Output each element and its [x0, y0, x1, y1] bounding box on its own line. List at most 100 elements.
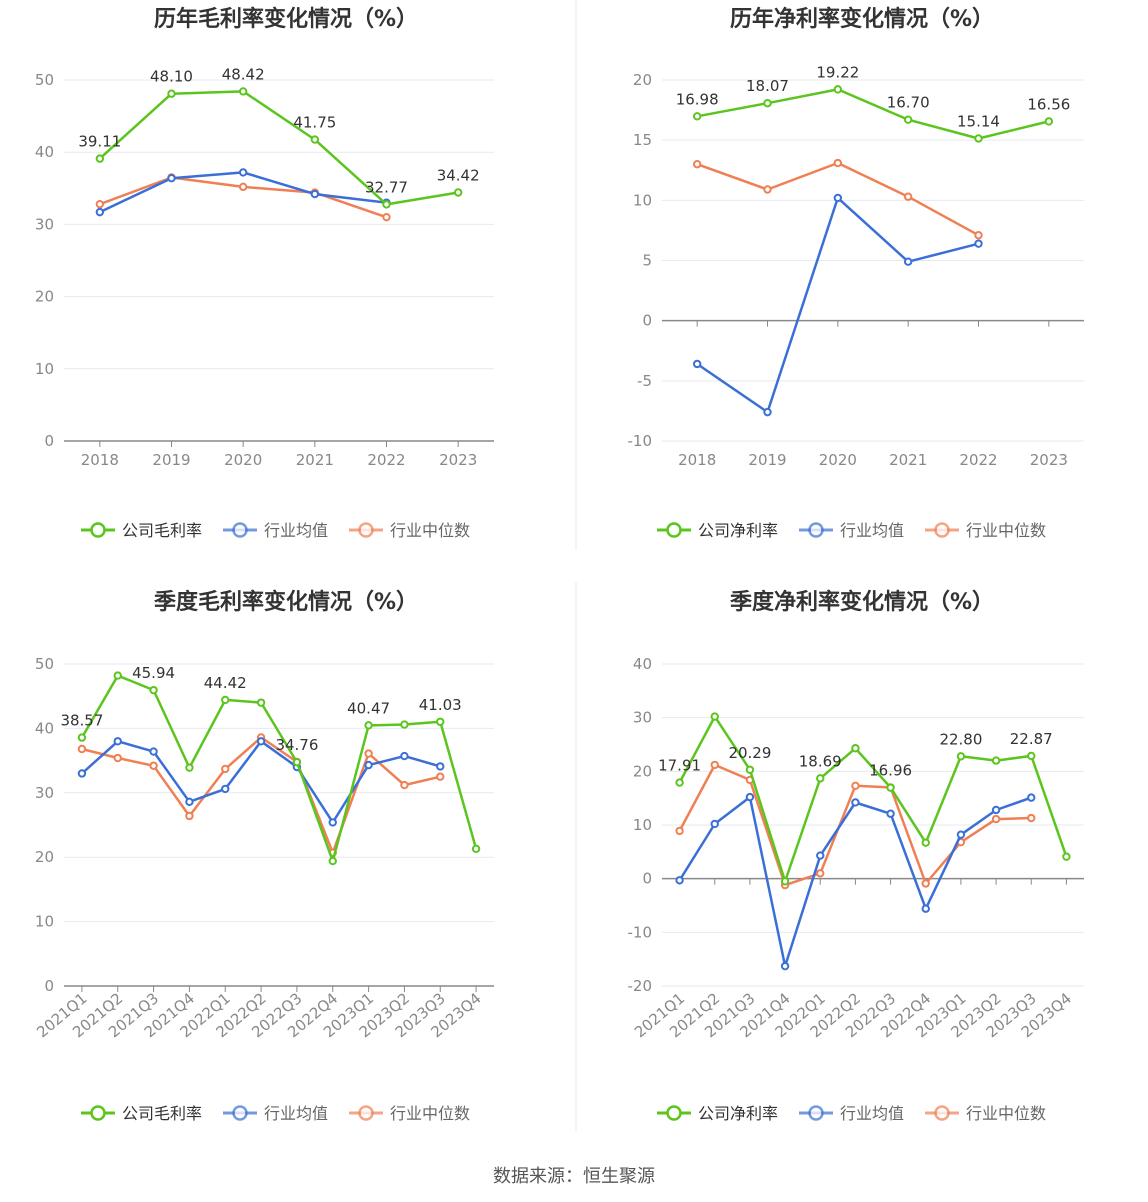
data-point [113, 753, 122, 763]
data-point [710, 760, 719, 770]
data-point [436, 717, 445, 726]
data-point [763, 99, 772, 108]
data-point [328, 818, 337, 827]
data-point [310, 189, 320, 199]
data-point [780, 877, 790, 886]
data-point [364, 760, 373, 770]
legend-label: 行业均值 [840, 521, 904, 540]
y-tick-label: 15 [633, 131, 652, 149]
data-label: 17.91 [658, 757, 701, 775]
data-point [886, 809, 895, 818]
data-point [833, 85, 843, 94]
legend-item: 行业均值 [799, 521, 904, 540]
legend-marker [808, 1105, 824, 1121]
data-point [1044, 117, 1054, 126]
series-line [696, 196, 979, 414]
legend-item: 行业中位数 [925, 1104, 1046, 1123]
y-tick-label: -20 [628, 977, 653, 995]
data-point [974, 239, 983, 248]
data-point [833, 158, 843, 168]
data-point [185, 797, 194, 807]
data-point [167, 89, 176, 98]
series-line [696, 88, 1050, 140]
data-point [238, 87, 248, 96]
data-label: 22.87 [1010, 730, 1053, 748]
legend-marker [934, 522, 950, 538]
data-point [95, 207, 105, 217]
data-point [328, 856, 337, 866]
legend-label: 公司毛利率 [122, 521, 202, 540]
legend-marker [358, 1105, 374, 1121]
data-point [238, 168, 248, 177]
data-point [364, 721, 373, 730]
y-tick-label: 10 [633, 191, 652, 209]
x-tick-label: 2021 [889, 451, 927, 469]
y-tick-label: 20 [633, 762, 652, 780]
data-point [1027, 813, 1036, 823]
data-label: 34.42 [437, 166, 480, 184]
data-point [113, 737, 122, 746]
legend-marker [666, 522, 682, 538]
x-tick-label: 2019 [748, 451, 786, 469]
data-label: 18.07 [746, 77, 789, 95]
legend-label: 行业均值 [264, 521, 328, 540]
data-label: 44.42 [204, 674, 247, 692]
data-label: 40.47 [347, 699, 390, 717]
data-label: 45.94 [132, 664, 175, 682]
data-point [1027, 793, 1036, 802]
data-point [816, 774, 825, 783]
data-point [256, 737, 266, 746]
data-point [471, 844, 481, 854]
legend-marker [358, 522, 374, 538]
data-point [816, 869, 825, 878]
data-point [382, 200, 391, 209]
data-point [221, 695, 230, 705]
data-point [956, 752, 966, 761]
y-tick-label: 30 [35, 215, 54, 233]
series-line [99, 171, 387, 214]
data-point [149, 761, 158, 770]
data-point [675, 778, 684, 787]
data-label: 41.03 [419, 696, 462, 714]
data-point [921, 879, 930, 888]
data-point [310, 135, 320, 144]
y-tick-label: 30 [35, 784, 54, 802]
data-point [903, 115, 913, 124]
legend-marker [666, 1105, 682, 1121]
data-label: 16.70 [887, 94, 930, 112]
data-point [710, 819, 719, 829]
data-label: 16.96 [869, 762, 912, 780]
data-point [185, 811, 194, 821]
data-label: 19.22 [816, 63, 859, 81]
chart-title: 历年净利率变化情况（%） [730, 6, 994, 32]
y-tick-label: -10 [628, 432, 653, 450]
y-tick-label: -10 [628, 923, 653, 941]
data-point [221, 784, 230, 794]
legend-item: 公司净利率 [657, 1104, 778, 1123]
chart-annual-gross-margin: 历年毛利率变化情况（%） 0 10 20 30 40 50 2018 2019 2020 2021 2… [35, 6, 494, 540]
y-tick-label: 20 [633, 71, 652, 89]
x-tick-label: 2020 [224, 451, 262, 469]
series-line [81, 736, 441, 854]
data-label: 38.57 [60, 712, 103, 730]
legend-label: 行业中位数 [966, 1104, 1046, 1123]
data-point [364, 749, 373, 758]
data-point [991, 756, 1001, 765]
data-point [710, 712, 719, 721]
data-point [903, 257, 913, 266]
legend-item: 公司毛利率 [81, 521, 202, 540]
chart-annual-net-margin: 历年净利率变化情况（%） -10 -5 0 5 10 15 20 2018 2019 2020 202… [628, 6, 1084, 540]
data-point [921, 904, 930, 913]
data-point [921, 838, 930, 847]
data-label: 39.11 [78, 133, 121, 151]
legend-item: 行业中位数 [349, 1104, 470, 1123]
legend-marker [808, 522, 824, 538]
legend-label: 行业中位数 [966, 521, 1046, 540]
x-tick-label: 2018 [81, 451, 119, 469]
x-tick-label: 2022 [367, 451, 405, 469]
legend-label: 公司净利率 [698, 521, 778, 540]
data-point [149, 685, 158, 695]
y-tick-label: 40 [35, 719, 54, 737]
x-tick-label: 2023 [1030, 451, 1068, 469]
y-tick-label: 20 [35, 848, 54, 866]
